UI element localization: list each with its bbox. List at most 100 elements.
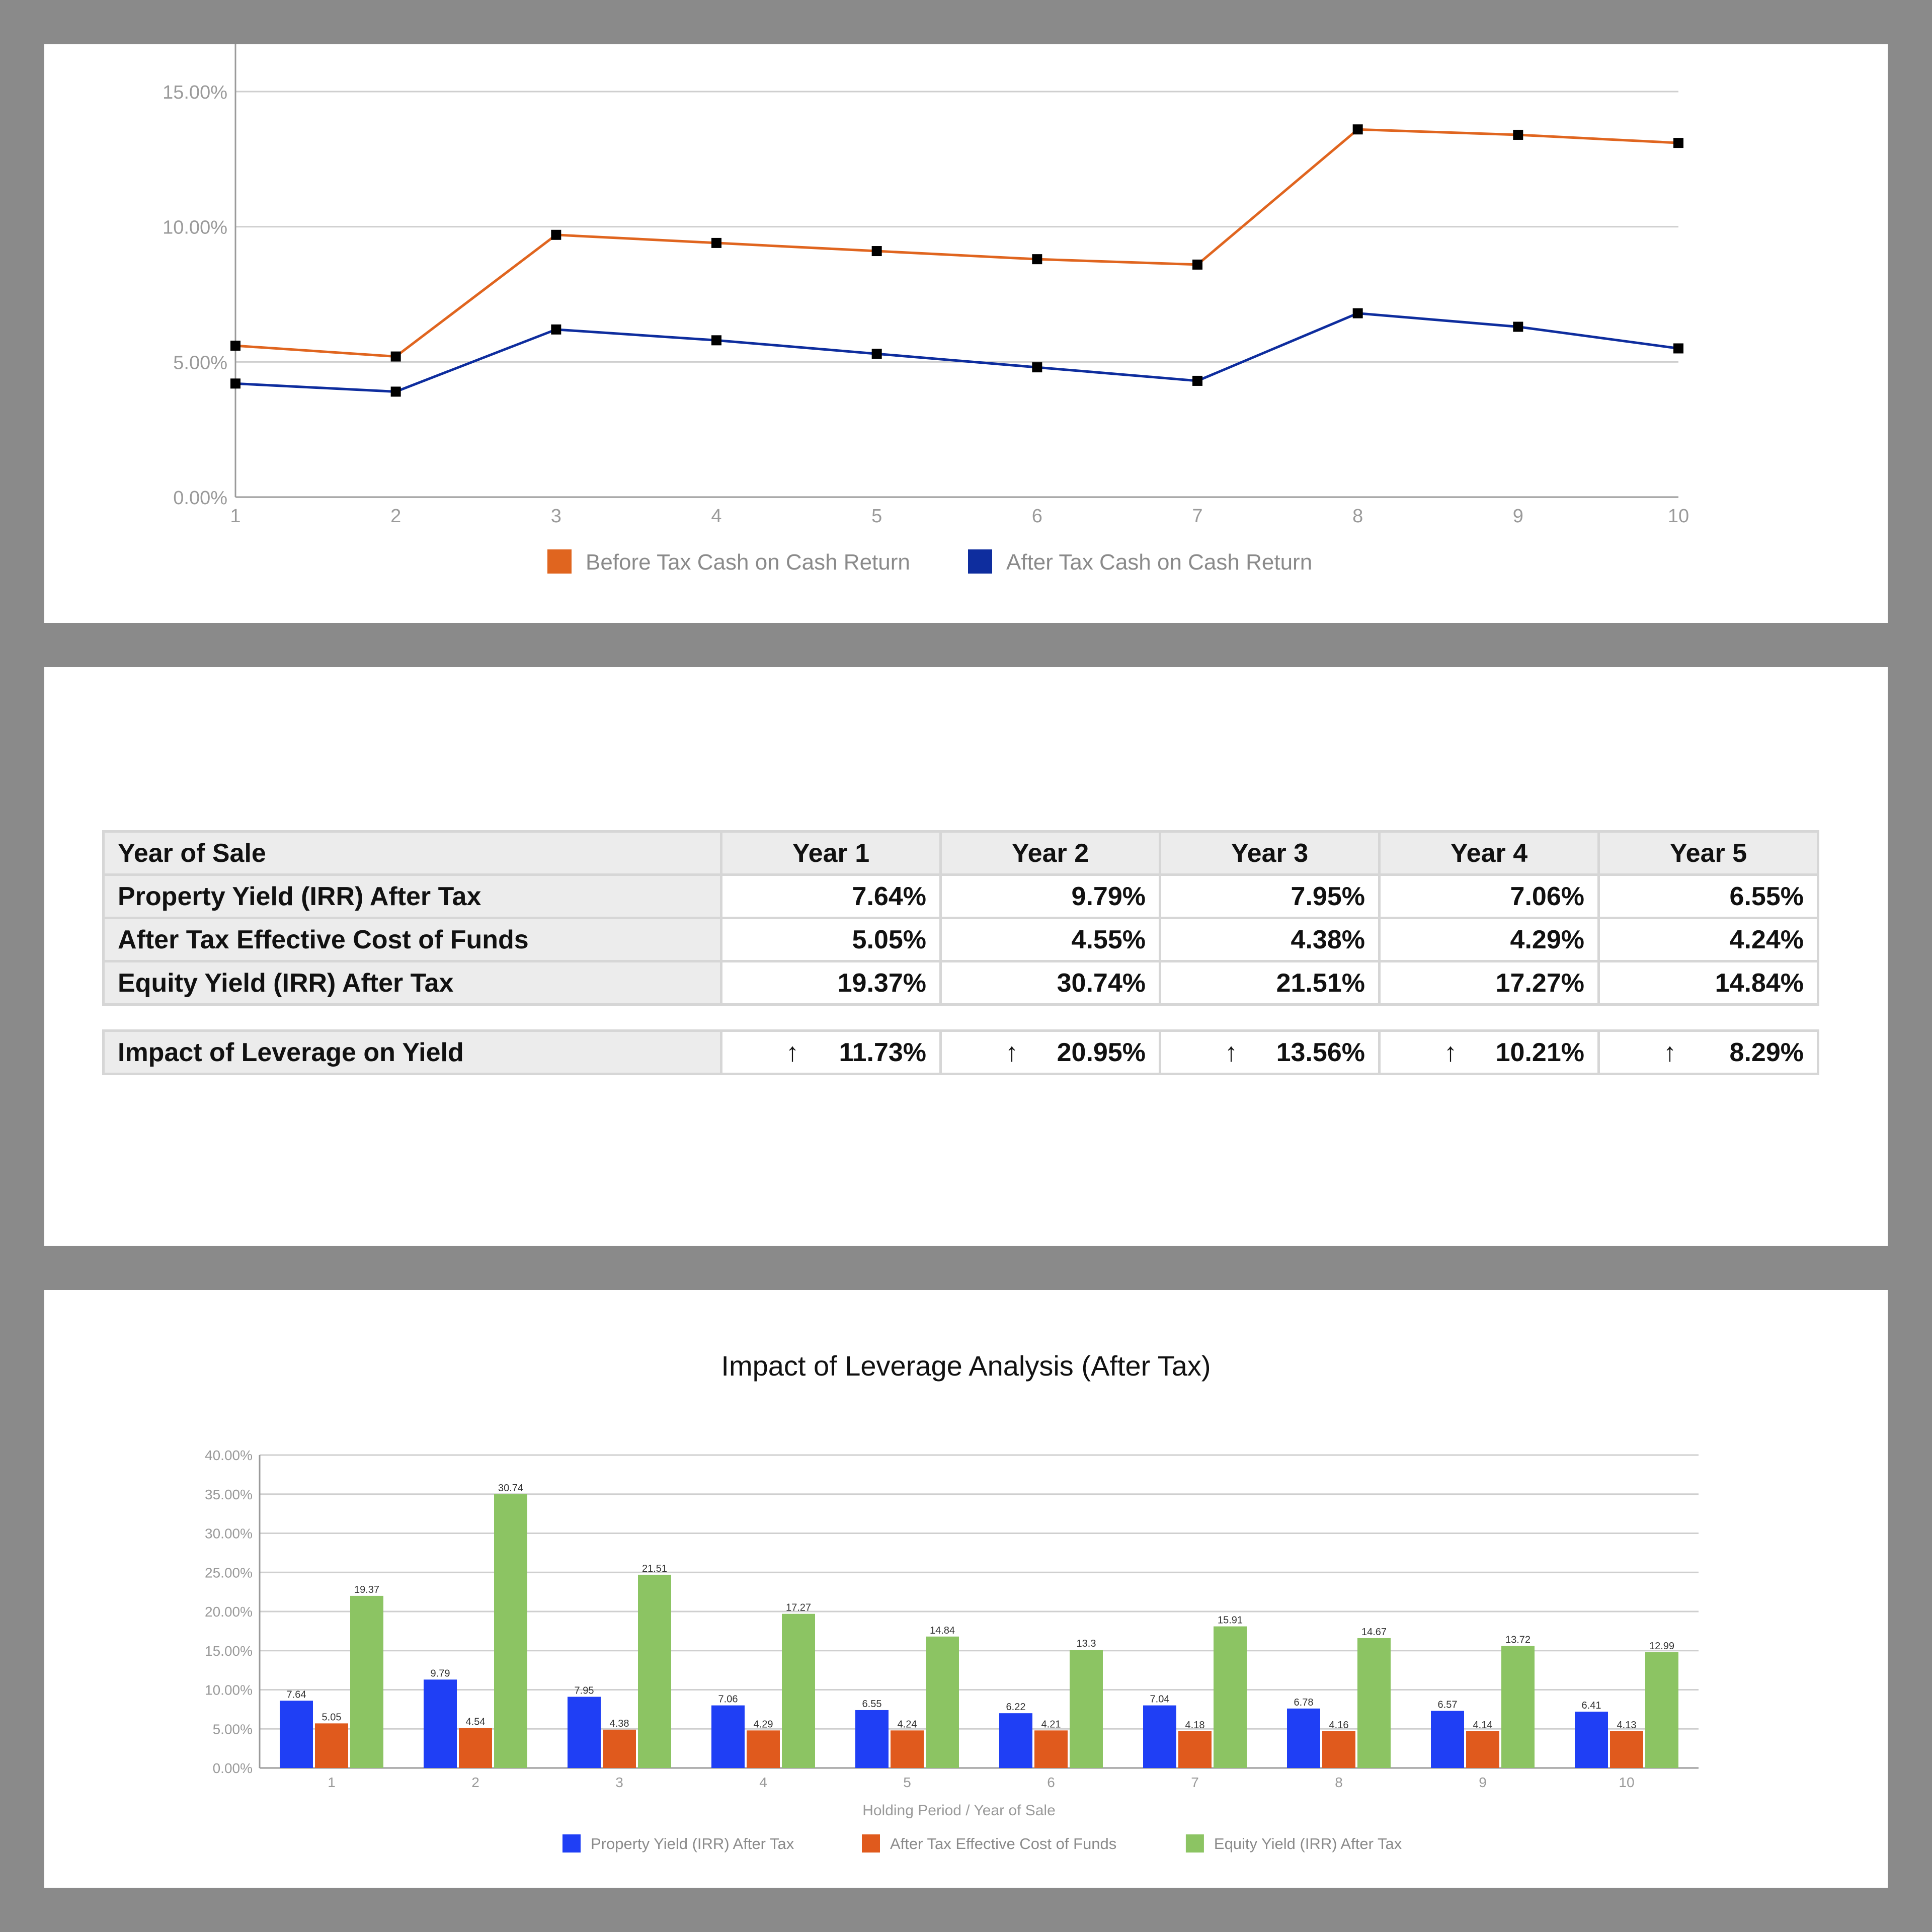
- y-tick-label: 0.00%: [173, 488, 227, 509]
- table-header-cell: Year 3: [1159, 830, 1381, 876]
- table-header-cell: Year 4: [1378, 830, 1600, 876]
- data-label: 14.67: [1361, 1627, 1387, 1638]
- x-tick-label: 9: [1479, 1775, 1487, 1790]
- legend-swatch: [547, 549, 572, 574]
- data-label: 9.79: [431, 1668, 450, 1679]
- impact-row: Impact of Leverage on Yield ↑ 11.73% ↑ 20.…: [102, 1029, 1819, 1075]
- data-point: [1513, 321, 1523, 332]
- x-tick-label: 4: [759, 1775, 767, 1790]
- bar: [1178, 1731, 1212, 1768]
- yield-table-panel: Year of Sale Year 1 Year 2 Year 3 Year 4…: [44, 667, 1888, 1246]
- x-tick-label: 8: [1335, 1775, 1343, 1790]
- yield-table: Year of Sale Year 1 Year 2 Year 3 Year 4…: [102, 830, 1819, 1075]
- line-chart-panel: 0.00% 5.00% 10.00% 15.00% 1 2 3 4 5 6 7 8 9 10 Before…: [44, 44, 1888, 623]
- y-tick-label: 15.00%: [163, 82, 227, 103]
- up-arrow-icon: ↑: [1663, 1037, 1676, 1067]
- data-label: 7.95: [575, 1685, 594, 1696]
- data-point: [1673, 343, 1683, 354]
- data-label: 19.37: [354, 1584, 379, 1595]
- bar: [1645, 1652, 1678, 1768]
- table-cell: 6.55%: [1597, 873, 1819, 919]
- y-tick-label: 5.00%: [173, 352, 227, 373]
- x-tick-label: 1: [328, 1775, 336, 1790]
- bar: [315, 1723, 348, 1768]
- y-tick-label: 5.00%: [213, 1721, 253, 1737]
- x-tick-label: 6: [1047, 1775, 1055, 1790]
- table-row: Property Yield (IRR) After Tax 7.64% 9.7…: [102, 873, 1819, 919]
- data-label: 30.74: [498, 1483, 523, 1494]
- data-label: 4.13: [1617, 1720, 1637, 1731]
- data-label: 4.29: [754, 1719, 773, 1730]
- bar: [1610, 1731, 1643, 1768]
- line-chart: 0.00% 5.00% 10.00% 15.00% 1 2 3 4 5 6 7 8 9 10 Before…: [163, 44, 1689, 575]
- table-row: Equity Yield (IRR) After Tax 19.37% 30.7…: [102, 960, 1819, 1006]
- data-point: [390, 386, 401, 397]
- bar: [424, 1679, 457, 1768]
- data-label: 21.51: [642, 1563, 667, 1574]
- table-header-cell: Year 5: [1597, 830, 1819, 876]
- series-line: [235, 312, 1679, 393]
- impact-value: 10.21%: [1495, 1037, 1584, 1067]
- legend-swatch: [1185, 1834, 1204, 1853]
- data-point: [390, 351, 401, 362]
- impact-value: 11.73%: [839, 1037, 927, 1067]
- bar: [1322, 1731, 1355, 1768]
- data-point: [711, 237, 721, 248]
- bar: [280, 1701, 313, 1768]
- bar: [1287, 1708, 1320, 1768]
- impact-value: 8.29%: [1729, 1037, 1804, 1067]
- table-cell: 7.64%: [720, 873, 942, 919]
- bar: [1431, 1711, 1464, 1768]
- legend-label: After Tax Cash on Cash Return: [1006, 550, 1312, 575]
- data-label: 4.18: [1185, 1720, 1205, 1731]
- bar: [999, 1713, 1032, 1768]
- y-tick-label: 0.00%: [213, 1760, 253, 1776]
- table-cell: 19.37%: [720, 960, 942, 1006]
- table-spacer: [103, 1004, 1818, 1031]
- row-label: Property Yield (IRR) After Tax: [102, 873, 722, 919]
- bar: [711, 1705, 745, 1768]
- data-label: 4.38: [610, 1718, 629, 1729]
- y-tick-label: 30.00%: [205, 1526, 253, 1542]
- series-line: [235, 128, 1679, 358]
- row-label: After Tax Effective Cost of Funds: [102, 917, 722, 962]
- data-label: 17.27: [786, 1602, 811, 1614]
- bar: [782, 1614, 815, 1768]
- data-label: 14.84: [930, 1625, 955, 1636]
- x-tick-label: 5: [871, 506, 882, 527]
- bar: [459, 1728, 492, 1768]
- y-tick-label: 40.00%: [205, 1447, 253, 1463]
- table-header-row: Year of Sale Year 1 Year 2 Year 3 Year 4…: [102, 830, 1819, 876]
- data-label: 12.99: [1649, 1641, 1674, 1652]
- bar: [1214, 1626, 1247, 1768]
- table-cell: 4.38%: [1159, 917, 1381, 962]
- x-tick-label: 3: [551, 506, 561, 527]
- data-point: [230, 341, 240, 351]
- up-arrow-icon: ↑: [1444, 1037, 1457, 1067]
- data-label: 7.64: [287, 1689, 306, 1700]
- y-tick-label: 10.00%: [205, 1682, 253, 1698]
- up-arrow-icon: ↑: [1225, 1037, 1238, 1067]
- data-point: [1032, 362, 1042, 373]
- table-cell: 5.05%: [720, 917, 942, 962]
- table-cell: 4.29%: [1378, 917, 1600, 962]
- y-tick-label: 10.00%: [163, 217, 227, 238]
- x-tick-label: 8: [1352, 506, 1363, 527]
- table-cell: 21.51%: [1159, 960, 1381, 1006]
- bar: [855, 1710, 889, 1768]
- impact-cell: ↑ 11.73%: [720, 1029, 942, 1075]
- x-tick-label: 9: [1513, 506, 1523, 527]
- bar: [926, 1636, 959, 1768]
- legend-label: Before Tax Cash on Cash Return: [586, 550, 910, 575]
- bar: [1070, 1650, 1103, 1768]
- data-label: 7.06: [718, 1694, 738, 1705]
- table-cell: 30.74%: [939, 960, 1161, 1006]
- x-tick-label: 3: [615, 1775, 623, 1790]
- data-point: [871, 349, 882, 359]
- legend-swatch: [562, 1834, 581, 1853]
- data-label: 7.04: [1150, 1694, 1170, 1705]
- data-label: 4.21: [1041, 1719, 1061, 1730]
- row-label: Equity Yield (IRR) After Tax: [102, 960, 722, 1006]
- data-label: 6.78: [1294, 1697, 1314, 1708]
- data-label: 4.16: [1329, 1720, 1349, 1731]
